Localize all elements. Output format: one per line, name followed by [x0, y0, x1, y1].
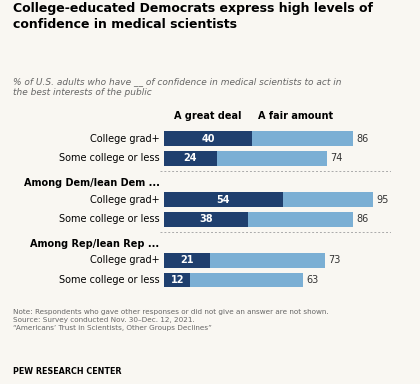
Text: A fair amount: A fair amount	[258, 111, 333, 121]
Bar	[164, 192, 283, 207]
Text: Some college or less: Some college or less	[59, 154, 160, 164]
Text: % of U.S. adults who have __ of confidence in medical scientists to act in
the b: % of U.S. adults who have __ of confiden…	[13, 77, 341, 97]
Text: 40: 40	[201, 134, 215, 144]
Text: 73: 73	[328, 255, 340, 265]
Text: Among Rep/lean Rep ...: Among Rep/lean Rep ...	[31, 238, 160, 248]
Text: 12: 12	[171, 275, 184, 285]
Text: A great deal: A great deal	[174, 111, 242, 121]
Bar	[164, 253, 210, 268]
Text: Note: Respondents who gave other responses or did not give an answer are not sho: Note: Respondents who gave other respons…	[13, 309, 328, 331]
Text: 21: 21	[180, 255, 194, 265]
Text: College grad+: College grad+	[90, 255, 160, 265]
Bar	[164, 253, 325, 268]
Text: 95: 95	[376, 195, 388, 205]
Text: Some college or less: Some college or less	[59, 214, 160, 224]
Bar	[164, 192, 373, 207]
Text: 24: 24	[184, 154, 197, 164]
Bar	[164, 131, 252, 146]
Text: 86: 86	[357, 134, 369, 144]
Bar	[164, 273, 190, 288]
Bar	[164, 151, 327, 166]
Bar	[164, 151, 217, 166]
Text: Among Dem/lean Dem ...: Among Dem/lean Dem ...	[24, 178, 160, 188]
Text: College-educated Democrats express high levels of
confidence in medical scientis: College-educated Democrats express high …	[13, 2, 373, 31]
Text: PEW RESEARCH CENTER: PEW RESEARCH CENTER	[13, 367, 121, 376]
Text: College grad+: College grad+	[90, 134, 160, 144]
Bar	[164, 212, 353, 227]
Bar	[164, 273, 302, 288]
Bar	[164, 131, 353, 146]
Bar	[164, 212, 248, 227]
Text: 63: 63	[306, 275, 318, 285]
Text: 54: 54	[217, 195, 230, 205]
Text: 38: 38	[199, 214, 213, 224]
Text: 74: 74	[330, 154, 342, 164]
Text: Some college or less: Some college or less	[59, 275, 160, 285]
Text: College grad+: College grad+	[90, 195, 160, 205]
Text: 86: 86	[357, 214, 369, 224]
